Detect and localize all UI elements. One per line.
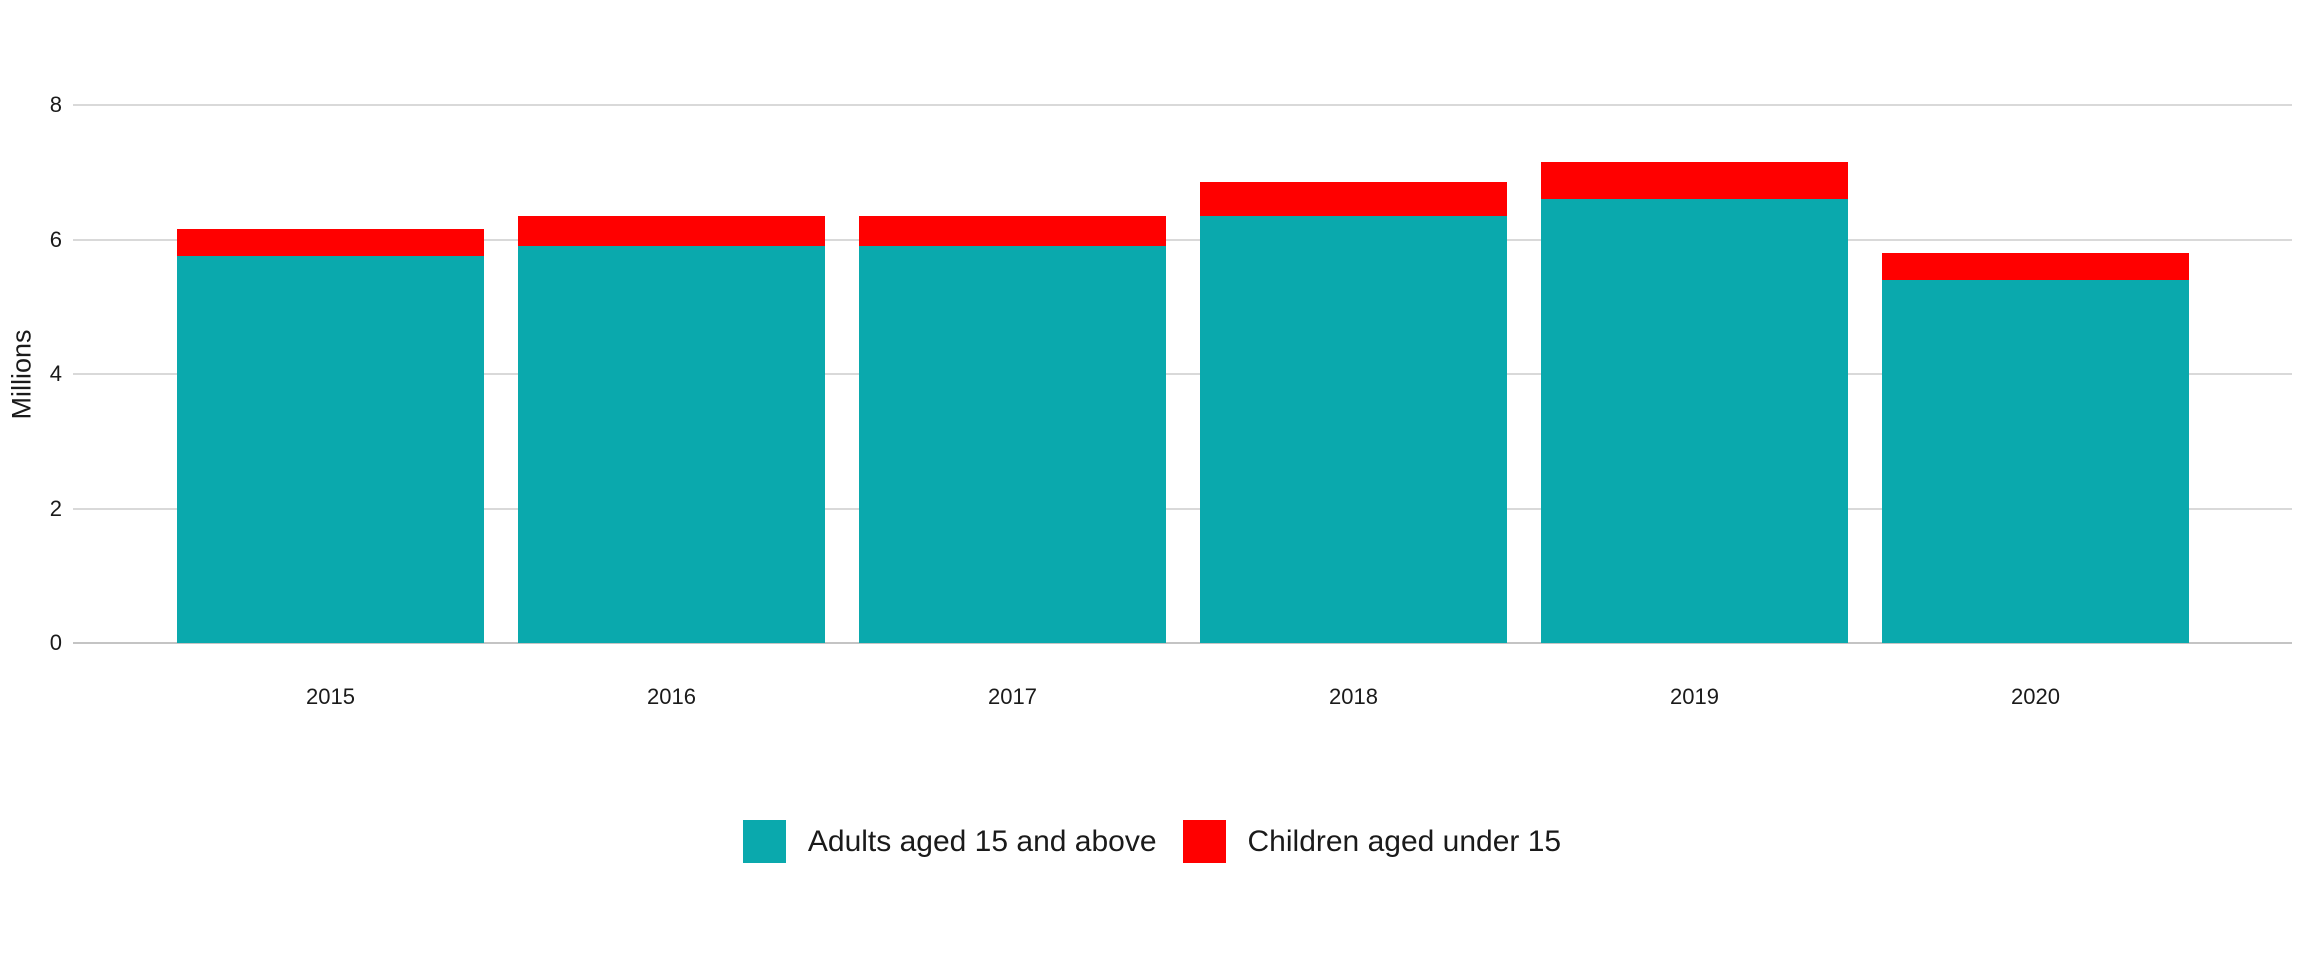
y-tick-label-6: 6 (49, 226, 62, 252)
legend-label-adults: Adults aged 15 and above (807, 824, 1157, 858)
x-tick-label-2015: 2015 (306, 684, 355, 709)
bar-2019-segment-children (1541, 162, 1848, 200)
y-tick-label-2: 2 (49, 495, 62, 521)
bar-2016 (518, 105, 825, 643)
bar-2016-segment-adults (518, 246, 825, 643)
x-tick-label-2016: 2016 (647, 684, 696, 709)
bar-2018 (1200, 105, 1507, 643)
bar-2016-segment-children (518, 215, 825, 247)
y-tick-label-0: 0 (49, 630, 62, 655)
x-tick-label-2020: 2020 (2011, 684, 2060, 709)
gridline-y-8 (73, 104, 2292, 106)
bar-2015-segment-children (177, 229, 484, 257)
plot-area (73, 104, 2292, 644)
bar-2018-segment-children (1200, 182, 1507, 216)
bar-2020 (1882, 105, 2189, 643)
bar-2017-segment-children (859, 215, 1166, 247)
bar-2018-segment-adults (1200, 215, 1507, 643)
bar-2017 (859, 105, 1166, 643)
bar-2017-segment-adults (859, 246, 1166, 643)
legend-item-children: Children aged under 15 (1182, 820, 1562, 863)
legend-swatch-children (1182, 820, 1226, 863)
bar-2020-segment-adults (1882, 279, 2189, 643)
gridline-y-2 (73, 507, 2292, 510)
bar-2019-segment-adults (1541, 199, 1848, 643)
x-tick-label-2017: 2017 (988, 684, 1037, 709)
gridline-y-0 (73, 642, 2292, 644)
x-tick-label-2019: 2019 (1670, 684, 1719, 709)
bar-2020-segment-children (1882, 252, 2189, 280)
y-tick-label-8: 8 (49, 92, 62, 117)
gridline-y-4 (73, 373, 2292, 375)
gridline-y-6 (73, 238, 2292, 241)
x-tick-label-2018: 2018 (1329, 684, 1378, 709)
bar-2015-segment-adults (177, 256, 484, 643)
legend-item-adults: Adults aged 15 and above (742, 820, 1157, 863)
bar-2019 (1541, 105, 1848, 643)
legend-swatch-adults (742, 820, 786, 863)
y-tick-label-4: 4 (49, 361, 62, 386)
legend-label-children: Children aged under 15 (1247, 824, 1562, 858)
legend: Adults aged 15 and above Children aged un… (0, 820, 2304, 863)
bar-2015 (177, 105, 484, 643)
